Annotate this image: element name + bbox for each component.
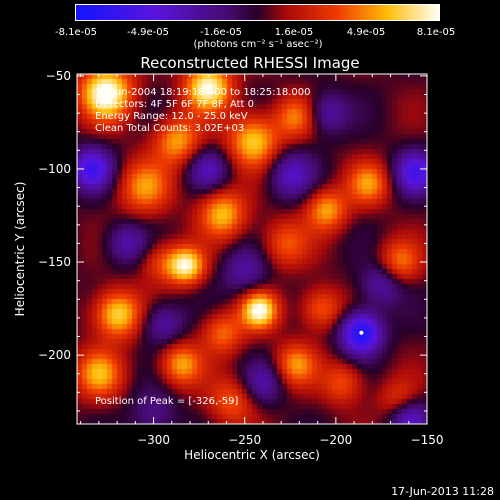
colorbar-gradient <box>76 5 439 20</box>
y-tick-label: −150 <box>38 255 71 269</box>
y-tick-label: −200 <box>38 348 71 362</box>
annotation-peak-position: Position of Peak = [-326,-59] <box>95 396 239 407</box>
colorbar-tick-label: -8.1e-05 <box>55 27 97 38</box>
x-tick-label: −250 <box>228 433 261 447</box>
colorbar-frame <box>75 4 440 21</box>
colorbar-tick-label: 1.6e-05 <box>274 27 314 38</box>
chart-title: Reconstructed RHESSI Image <box>140 54 360 72</box>
plot-frame <box>76 73 428 425</box>
minimum-marker <box>359 330 364 335</box>
annotation-detectors: Detectors: 4F 5F 6F 7F 8F, Att 0 <box>95 99 255 110</box>
colorbar-tick-label: -1.6e-05 <box>200 27 242 38</box>
colorbar-tick-label: -4.9e-05 <box>127 27 169 38</box>
rhessi-image-heatmap <box>77 74 427 424</box>
x-tick-label: −150 <box>411 433 444 447</box>
x-tick-label: −200 <box>319 433 352 447</box>
colorbar-tick-label: 4.9e-05 <box>346 27 386 38</box>
annotation-method-counts: Clean Total Counts: 3.02E+03 <box>95 123 245 134</box>
x-axis-label: Heliocentric X (arcsec) <box>184 448 320 462</box>
y-tick-label: −100 <box>38 162 71 176</box>
annotation-time-range: 18-Jun-2004 18:19:18.000 to 18:25:18.000 <box>95 87 311 98</box>
colorbar-unit-label: (photons cm⁻² s⁻¹ asec⁻²) <box>193 39 323 50</box>
footer-date: 17-Jun-2013 11:28 <box>391 485 494 498</box>
y-axis-label: Heliocentric Y (arcsec) <box>13 181 27 317</box>
y-tick-label: −50 <box>46 69 71 83</box>
colorbar-tick-label: 8.1e-05 <box>416 27 456 38</box>
annotation-energy-range: Energy Range: 12.0 - 25.0 keV <box>95 111 248 122</box>
x-tick-label: −300 <box>137 433 170 447</box>
